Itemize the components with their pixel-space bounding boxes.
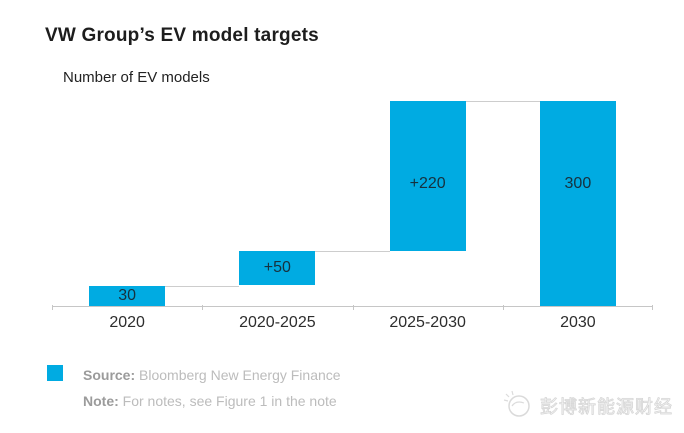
bar-2020-2025: +50: [239, 251, 316, 286]
footer-lines: Source: Bloomberg New Energy Finance Not…: [83, 362, 341, 414]
x-axis-tick: [52, 305, 53, 310]
x-axis-tick: [502, 305, 504, 310]
bnef-logo-icon: [500, 386, 534, 425]
bar-value-label: +50: [263, 259, 291, 277]
x-axis-tick: [352, 305, 354, 310]
bar-value-label: +220: [409, 175, 446, 192]
note-label: Note:: [83, 393, 119, 409]
note-line: Note: For notes, see Figure 1 in the not…: [83, 388, 341, 414]
bar-value-label: 30: [118, 286, 137, 304]
watermark: 彭博新能源财经: [500, 386, 673, 425]
note-text: For notes, see Figure 1 in the note: [122, 393, 337, 409]
watermark-text: 彭博新能源财经: [540, 396, 673, 417]
x-axis-label-2020: 2020: [109, 314, 145, 331]
x-axis-label-2025-2030: 2025-2030: [389, 314, 466, 331]
waterfall-connector: [315, 251, 390, 253]
waterfall-connector: [165, 285, 240, 287]
chart-subtitle: Number of EV models: [63, 69, 210, 86]
x-axis-label-2030: 2030: [560, 314, 596, 331]
x-axis-tick: [652, 305, 653, 310]
bar-2025-2030: +220: [389, 101, 466, 252]
source-label: Source:: [83, 367, 136, 383]
source-line: Source: Bloomberg New Energy Finance: [83, 362, 341, 388]
chart-footer: Source: Bloomberg New Energy Finance Not…: [47, 362, 341, 414]
bar-value-label: 300: [564, 175, 592, 192]
legend-swatch: [47, 365, 63, 381]
x-axis-tick: [202, 305, 204, 310]
source-text: Bloomberg New Energy Finance: [139, 367, 341, 383]
waterfall-connector: [465, 101, 540, 102]
bar-2030: 300: [539, 101, 616, 306]
bar-2020: 30: [89, 285, 166, 306]
page-title: VW Group’s EV model targets: [45, 25, 319, 46]
x-axis-label-2020-2025: 2020-2025: [239, 314, 316, 331]
waterfall-chart: 30 +50 +220 300 2020 2020-2025 2025-2030 2030: [52, 101, 653, 331]
